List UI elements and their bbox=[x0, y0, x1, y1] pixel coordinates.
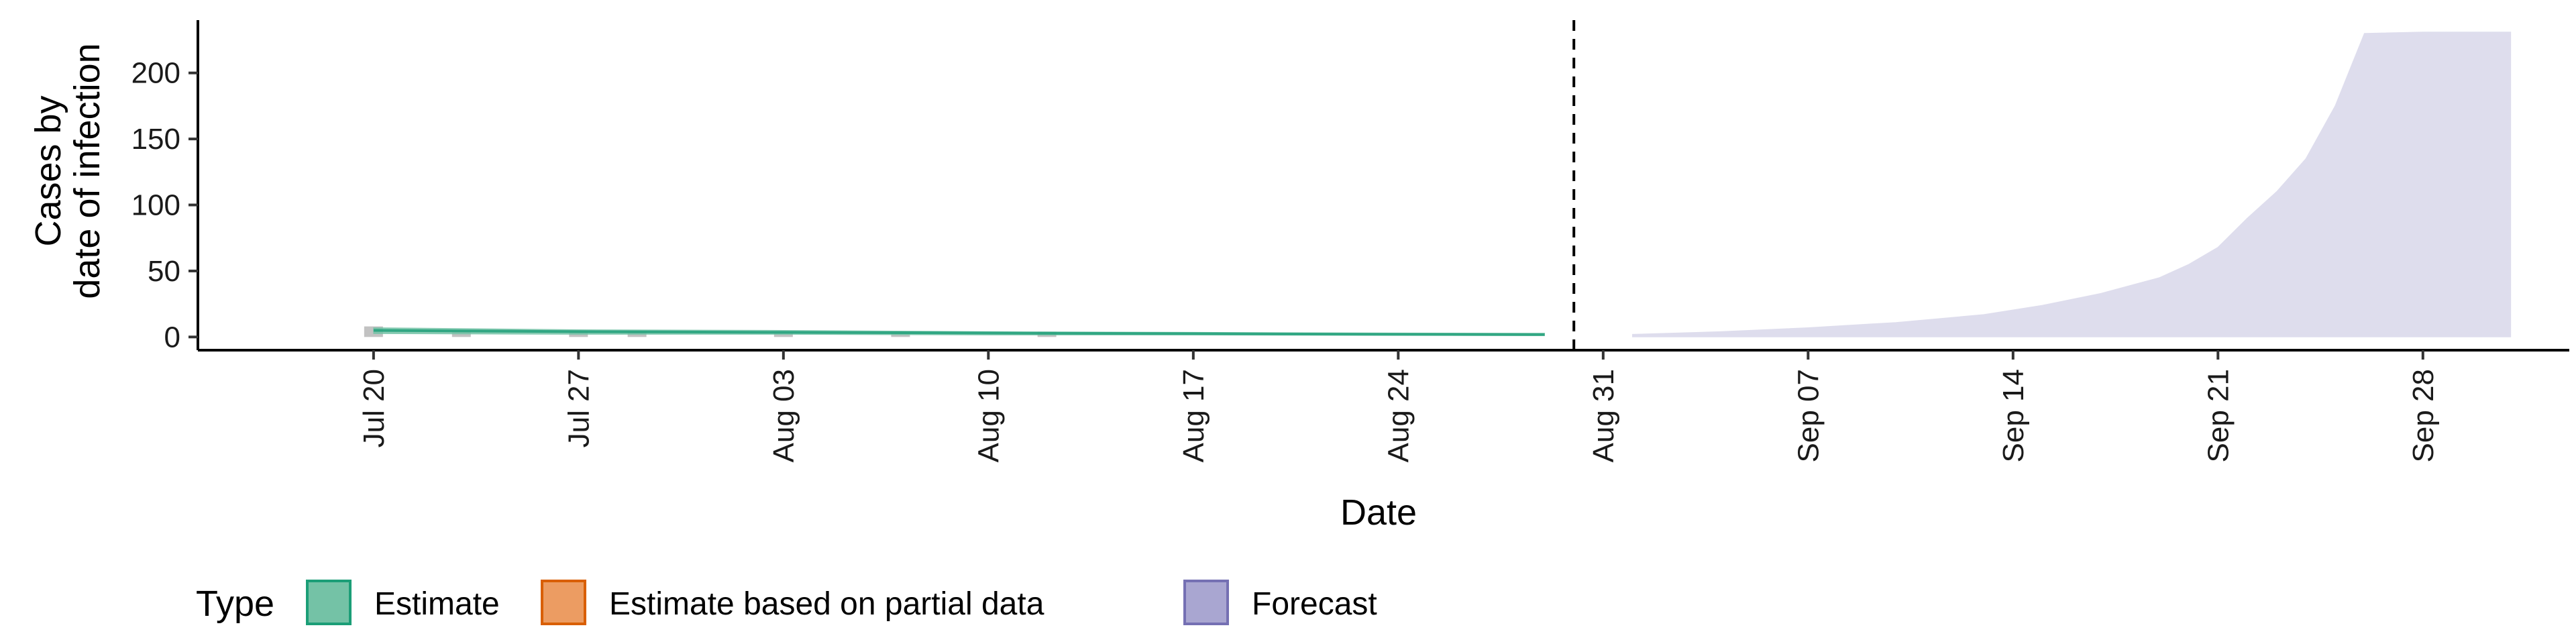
x-tick-label-sep-14: Sep 14 bbox=[1997, 369, 2030, 462]
x-tick-label-sep-21: Sep 21 bbox=[2202, 369, 2235, 462]
y-axis-title-line-1: Cases by bbox=[28, 95, 68, 246]
legend-key-estimate-based-on-partial-data bbox=[541, 580, 586, 625]
legend-label-estimate-based-on-partial-data: Estimate based on partial data bbox=[609, 586, 1044, 622]
x-axis-title: Date bbox=[1340, 492, 1417, 533]
legend-label-estimate: Estimate bbox=[374, 586, 500, 622]
observed-bar-4 bbox=[773, 333, 793, 337]
x-tick-label-sep-28: Sep 28 bbox=[2407, 369, 2440, 462]
legend-title: Type bbox=[196, 584, 274, 624]
x-tick-label-aug-17: Aug 17 bbox=[1177, 369, 1210, 462]
x-tick-label-jul-27: Jul 27 bbox=[562, 369, 595, 447]
y-axis-title-line-2: date of infection bbox=[67, 43, 107, 299]
series-line-estimate bbox=[373, 329, 1545, 336]
x-tick-label-jul-20: Jul 20 bbox=[358, 369, 390, 447]
x-tick-label-aug-24: Aug 24 bbox=[1382, 369, 1415, 462]
y-axis-title: Cases by date of infection bbox=[28, 43, 107, 299]
legend-label-forecast: Forecast bbox=[1252, 586, 1377, 622]
legend: Type Estimate Estimate based on partial d… bbox=[196, 580, 1377, 625]
y-tick-label-50: 50 bbox=[148, 255, 180, 288]
axes: 0 50 100 150 200 Jul 20 Jul 27 Aug 03 Aug 10 Aug … bbox=[131, 20, 2569, 462]
plot-area bbox=[364, 20, 2512, 350]
x-tick-label-aug-31: Aug 31 bbox=[1587, 369, 1620, 462]
x-tick-label-aug-03: Aug 03 bbox=[767, 369, 800, 462]
observed-bar-1 bbox=[451, 331, 471, 337]
y-tick-label-0: 0 bbox=[164, 321, 180, 354]
legend-key-forecast bbox=[1183, 580, 1229, 625]
x-tick-label-sep-07: Sep 07 bbox=[1792, 369, 1825, 462]
y-tick-label-150: 150 bbox=[131, 123, 180, 156]
y-tick-label-200: 200 bbox=[131, 57, 180, 90]
legend-key-estimate bbox=[306, 580, 352, 625]
x-tick-label-aug-10: Aug 10 bbox=[972, 369, 1005, 462]
series-band-forecast bbox=[1632, 32, 2512, 337]
y-tick-label-100: 100 bbox=[131, 189, 180, 222]
